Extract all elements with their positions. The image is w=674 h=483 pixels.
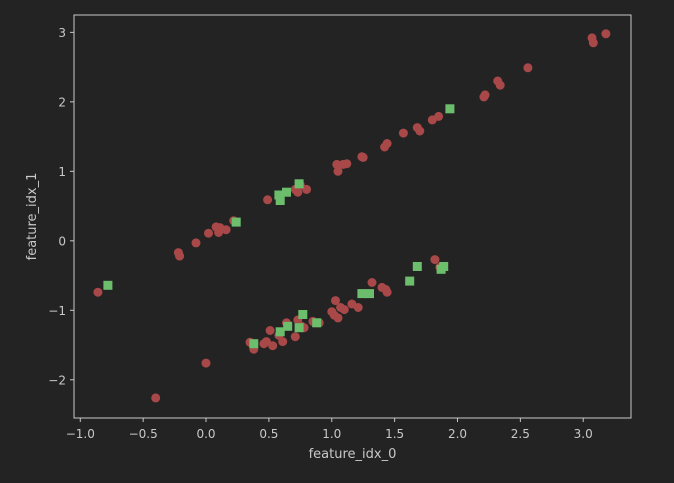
circle-point — [480, 90, 490, 100]
circle-point — [398, 128, 408, 138]
square-point — [275, 327, 285, 337]
y-tick-label: 0 — [58, 234, 66, 248]
circle-point — [430, 255, 440, 265]
square-point — [298, 310, 308, 319]
x-tick-label: −1.0 — [66, 427, 95, 441]
circle-point — [382, 139, 392, 148]
y-tick-label: −1 — [48, 304, 66, 318]
x-axis-ticks: −1.0 −0.5 0.0 0.5 1.0 1.5 2.0 2.5 3.0 — [66, 418, 593, 441]
square-point — [283, 321, 293, 331]
y-axis-ticks: −2 −1 0 1 2 3 — [48, 26, 74, 387]
square-point — [282, 187, 291, 197]
circle-point — [415, 126, 425, 136]
circle-point — [191, 238, 201, 248]
square-point — [275, 196, 285, 205]
x-tick-label: 0.0 — [196, 427, 215, 441]
circle-point — [331, 296, 340, 306]
circle-point — [293, 187, 303, 197]
y-tick-label: 2 — [58, 95, 66, 109]
x-tick-label: 3.0 — [574, 427, 593, 441]
circle-point — [358, 152, 368, 162]
circle-point — [302, 184, 312, 194]
circle-point — [221, 225, 231, 235]
square-point — [405, 276, 415, 286]
square-point — [412, 262, 422, 271]
square-point — [294, 179, 304, 189]
data-marks — [93, 29, 611, 403]
circle-point — [588, 38, 598, 48]
circle-point — [523, 63, 533, 73]
x-tick-label: 1.0 — [322, 427, 341, 441]
circle-point — [263, 195, 273, 205]
circle-point — [204, 228, 213, 238]
x-tick-label: 2.0 — [448, 427, 467, 441]
circle-point — [339, 305, 349, 315]
y-axis-label: feature_idx_1 — [25, 173, 40, 261]
circle-point — [332, 159, 342, 169]
circle-point — [333, 166, 343, 176]
square-point — [249, 339, 259, 349]
circle-point — [353, 303, 363, 312]
circle-point — [434, 111, 444, 121]
square-point — [439, 262, 449, 271]
square-point — [365, 289, 374, 299]
x-tick-label: 0.5 — [259, 427, 278, 441]
axes-frame — [73, 14, 632, 419]
circle-point — [265, 326, 275, 335]
circle-point — [268, 341, 278, 351]
circle-point — [290, 332, 300, 342]
circle-point — [601, 29, 611, 39]
square-point — [294, 323, 304, 333]
square-point — [357, 289, 367, 299]
circle-point — [93, 287, 103, 297]
y-tick-label: 1 — [58, 165, 66, 179]
circle-point — [175, 251, 185, 261]
square-point — [103, 280, 113, 290]
x-tick-label: 2.5 — [511, 427, 530, 441]
circle-point — [151, 393, 161, 403]
square-point — [445, 104, 455, 114]
circle-point — [333, 313, 343, 323]
circle-point — [367, 278, 377, 287]
circle-point — [278, 337, 288, 347]
y-tick-label: −2 — [48, 373, 66, 387]
x-axis-label: feature_idx_0 — [309, 447, 397, 462]
square-point — [231, 217, 241, 227]
square-point — [274, 190, 284, 200]
x-tick-label: −0.5 — [129, 427, 158, 441]
y-tick-label: 3 — [58, 26, 66, 40]
x-tick-label: 1.5 — [385, 427, 404, 441]
circle-point — [495, 80, 505, 90]
circle-point — [342, 159, 352, 169]
circle-point — [201, 358, 211, 368]
circle-point — [382, 287, 392, 297]
square-point — [312, 318, 322, 328]
